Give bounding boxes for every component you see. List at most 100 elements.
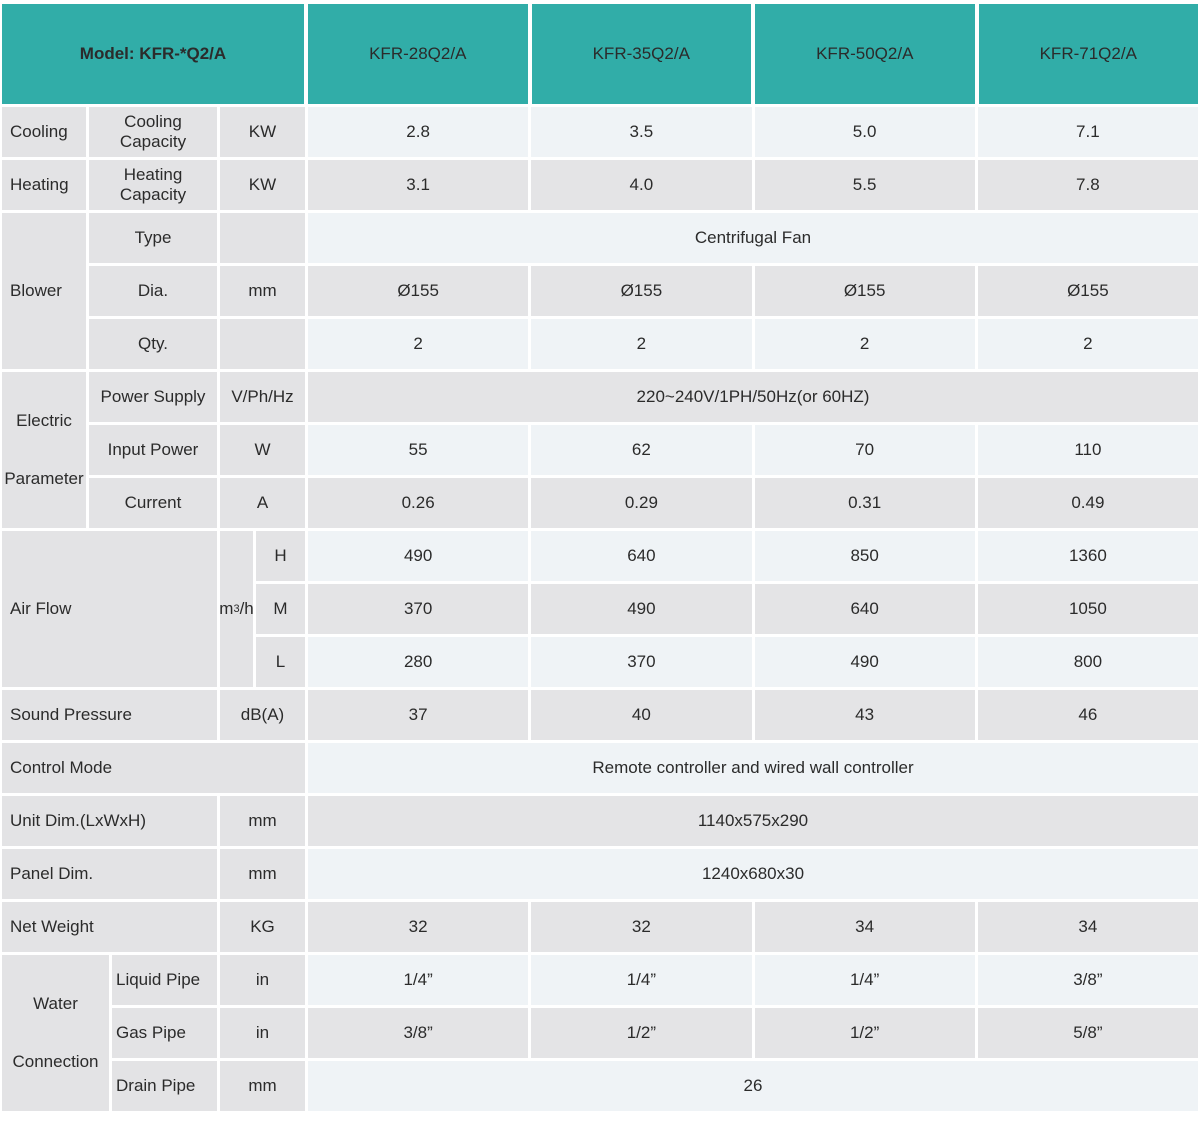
- row-drain-pipe: Drain Pipe mm 26: [112, 1061, 1198, 1111]
- label-current: Current: [89, 478, 217, 528]
- value-dia-35: Ø155: [531, 266, 752, 316]
- unit-blower-type: [220, 213, 305, 263]
- row-panel-dim: Panel Dim. mm 1240x680x30: [2, 849, 1198, 899]
- value-gas-50: 1/2”: [754, 1008, 975, 1058]
- unit-unit-dim: mm: [220, 796, 305, 846]
- category-blower: Blower: [2, 213, 86, 369]
- value-current-35: 0.29: [531, 478, 752, 528]
- label-air-flow-h: H: [256, 531, 305, 581]
- value-dia-71: Ø155: [977, 266, 1198, 316]
- value-net-weight-28: 32: [308, 902, 529, 952]
- unit-air-flow-h: /h: [239, 599, 254, 618]
- value-sound-71: 46: [977, 690, 1198, 740]
- value-liquid-35: 1/4”: [531, 955, 752, 1005]
- value-cooling-71: 7.1: [977, 107, 1198, 157]
- row-air-flow-high: H 490 640 850 1360: [256, 531, 1198, 581]
- value-control-mode: Remote controller and wired wall control…: [308, 743, 1198, 793]
- value-airflow-h-28: 490: [308, 531, 529, 581]
- label-heating-capacity: Heating Capacity: [89, 160, 217, 210]
- value-drain-pipe: 26: [308, 1061, 1198, 1111]
- category-cooling: Cooling: [2, 107, 86, 157]
- value-liquid-71: 3/8”: [977, 955, 1198, 1005]
- category-water-connection: Water Connection: [2, 955, 109, 1111]
- row-gas-pipe: Gas Pipe in 3/8” 1/2” 1/2” 5/8”: [112, 1008, 1198, 1058]
- value-airflow-h-35: 640: [531, 531, 752, 581]
- unit-blower-qty: [220, 319, 305, 369]
- label-blower-dia: Dia.: [89, 266, 217, 316]
- row-air-flow-medium: M 370 490 640 1050: [256, 584, 1198, 634]
- value-qty-35: 2: [531, 319, 752, 369]
- row-blower-type: Type Centrifugal Fan: [89, 213, 1198, 263]
- column-header-kfr-50: KFR-50Q2/A: [755, 4, 975, 104]
- section-electric-parameter: Electric Parameter Power Supply V/Ph/Hz …: [2, 372, 1198, 528]
- category-unit-dim: Unit Dim.(LxWxH): [2, 796, 217, 846]
- row-unit-dim: Unit Dim.(LxWxH) mm 1140x575x290: [2, 796, 1198, 846]
- unit-drain-pipe: mm: [220, 1061, 305, 1111]
- value-airflow-m-50: 640: [754, 584, 975, 634]
- label-input-power: Input Power: [89, 425, 217, 475]
- unit-gas-pipe: in: [220, 1008, 305, 1058]
- value-airflow-l-28: 280: [308, 637, 529, 687]
- value-heating-71: 7.8: [977, 160, 1198, 210]
- value-airflow-l-50: 490: [754, 637, 975, 687]
- category-air-flow: Air Flow: [2, 531, 217, 687]
- category-control-mode: Control Mode: [2, 743, 305, 793]
- unit-liquid-pipe: in: [220, 955, 305, 1005]
- value-unit-dim: 1140x575x290: [308, 796, 1198, 846]
- category-panel-dim: Panel Dim.: [2, 849, 217, 899]
- label-air-flow-l: L: [256, 637, 305, 687]
- value-current-28: 0.26: [308, 478, 529, 528]
- value-current-50: 0.31: [754, 478, 975, 528]
- model-header: Model: KFR-*Q2/A: [2, 4, 304, 104]
- unit-power-supply: V/Ph/Hz: [220, 372, 305, 422]
- category-water-line2: Connection: [12, 1052, 99, 1072]
- column-header-kfr-35: KFR-35Q2/A: [531, 4, 751, 104]
- value-net-weight-71: 34: [977, 902, 1198, 952]
- value-input-power-28: 55: [308, 425, 529, 475]
- unit-panel-dim: mm: [220, 849, 305, 899]
- row-sound-pressure: Sound Pressure dB(A) 37 40 43 46: [2, 690, 1198, 740]
- column-header-kfr-28: KFR-28Q2/A: [308, 4, 528, 104]
- row-input-power: Input Power W 55 62 70 110: [89, 425, 1198, 475]
- unit-blower-dia: mm: [220, 266, 305, 316]
- category-sound-pressure: Sound Pressure: [2, 690, 217, 740]
- value-heating-35: 4.0: [531, 160, 752, 210]
- label-blower-type: Type: [89, 213, 217, 263]
- category-net-weight: Net Weight: [2, 902, 217, 952]
- value-cooling-35: 3.5: [531, 107, 752, 157]
- value-heating-28: 3.1: [308, 160, 529, 210]
- value-net-weight-50: 34: [754, 902, 975, 952]
- value-power-supply: 220~240V/1PH/50Hz(or 60HZ): [308, 372, 1198, 422]
- label-air-flow-m: M: [256, 584, 305, 634]
- category-electric-parameter: Electric Parameter: [2, 372, 86, 528]
- value-net-weight-35: 32: [531, 902, 752, 952]
- label-drain-pipe: Drain Pipe: [112, 1061, 217, 1111]
- unit-net-weight: KG: [220, 902, 305, 952]
- row-liquid-pipe: Liquid Pipe in 1/4” 1/4” 1/4” 3/8”: [112, 955, 1198, 1005]
- category-electric-line2: Parameter: [4, 469, 84, 489]
- value-airflow-h-50: 850: [754, 531, 975, 581]
- value-airflow-m-28: 370: [308, 584, 529, 634]
- value-qty-28: 2: [308, 319, 529, 369]
- value-airflow-l-71: 800: [977, 637, 1198, 687]
- label-gas-pipe: Gas Pipe: [112, 1008, 217, 1058]
- value-current-71: 0.49: [977, 478, 1198, 528]
- category-water-line1: Water: [33, 993, 78, 1013]
- row-air-flow-low: L 280 370 490 800: [256, 637, 1198, 687]
- value-cooling-28: 2.8: [308, 107, 529, 157]
- value-input-power-35: 62: [531, 425, 752, 475]
- label-power-supply: Power Supply: [89, 372, 217, 422]
- row-net-weight: Net Weight KG 32 32 34 34: [2, 902, 1198, 952]
- category-heating: Heating: [2, 160, 86, 210]
- unit-air-flow-m: m: [219, 599, 234, 618]
- value-airflow-m-71: 1050: [977, 584, 1198, 634]
- value-input-power-71: 110: [977, 425, 1198, 475]
- unit-air-flow: m 3/h: [219, 531, 254, 687]
- row-current: Current A 0.26 0.29 0.31 0.49: [89, 478, 1198, 528]
- value-sound-28: 37: [308, 690, 529, 740]
- unit-sound-pressure: dB(A): [220, 690, 305, 740]
- column-header-kfr-71: KFR-71Q2/A: [978, 4, 1198, 104]
- header-row: Model: KFR-*Q2/A KFR-28Q2/A KFR-35Q2/A K…: [2, 4, 1198, 104]
- value-qty-50: 2: [754, 319, 975, 369]
